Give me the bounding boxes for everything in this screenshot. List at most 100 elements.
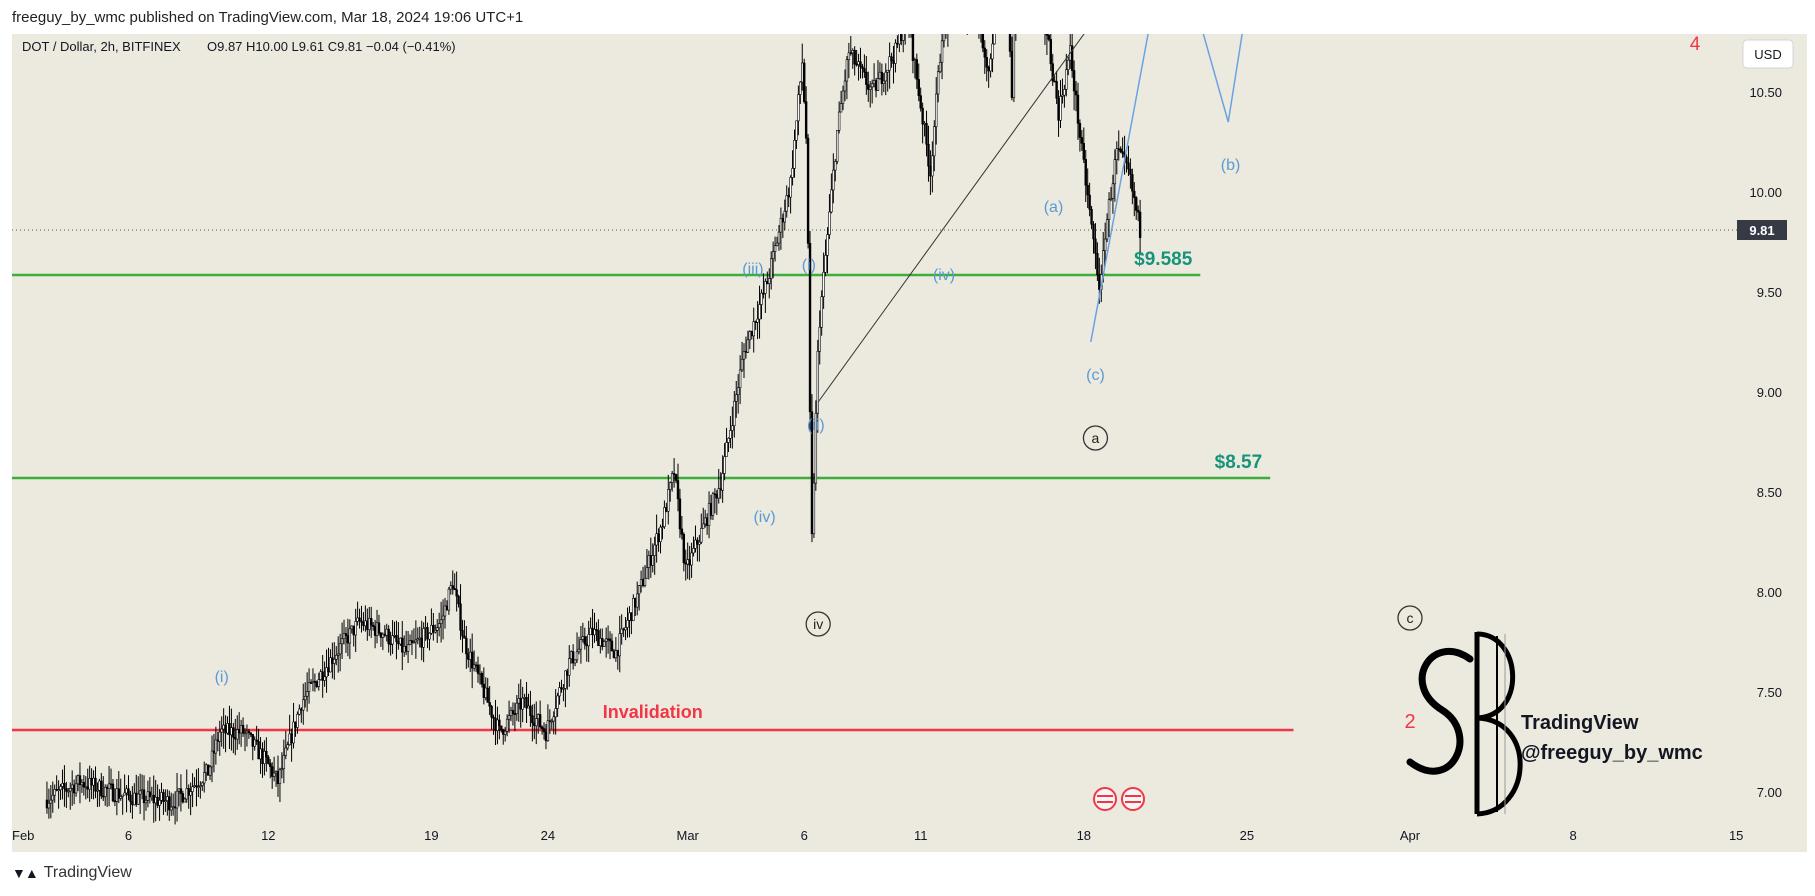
candle-body: [985, 57, 988, 68]
candle-body: [624, 627, 627, 631]
candle-body: [1092, 223, 1095, 240]
candle-body: [768, 278, 771, 284]
candle-body: [1049, 39, 1052, 65]
candle-body: [515, 702, 519, 714]
candle-body: [832, 169, 835, 191]
candle-body: [224, 724, 227, 734]
candle-body: [911, 34, 915, 61]
candle-body: [311, 680, 315, 683]
candle-body: [925, 123, 928, 145]
candle-body: [100, 780, 103, 797]
candle-body: [991, 43, 994, 60]
candle-body: [135, 792, 138, 805]
symbol-info[interactable]: DOT / Dollar, 2h, BITFINEX: [22, 39, 181, 54]
candle-body: [636, 593, 639, 608]
candle-body: [1098, 274, 1101, 290]
candle-body: [397, 641, 400, 645]
candle-body: [457, 595, 460, 605]
footer-brand[interactable]: ▼▲ TradingView: [12, 864, 132, 882]
candle-body: [1119, 148, 1122, 152]
candle-body: [703, 517, 707, 525]
candle-body: [142, 789, 146, 804]
candle-body: [589, 627, 592, 635]
x-axis-tick-label: 8: [1569, 828, 1576, 843]
candle-body: [230, 727, 233, 736]
candle-body: [381, 633, 385, 638]
trend-line[interactable]: [817, 34, 1107, 403]
candle-body: [849, 52, 853, 55]
candle-body: [344, 633, 348, 636]
candle-body: [595, 629, 598, 631]
candle-body: [470, 651, 474, 669]
projection-path[interactable]: [1090, 34, 1277, 343]
candle-body: [146, 791, 150, 801]
current-price-label: 9.81: [1749, 223, 1774, 238]
candle-body: [793, 139, 796, 169]
us-flag-icon[interactable]: [1121, 787, 1145, 811]
candle-body: [263, 751, 266, 764]
price-chart[interactable]: 100.00% (12.82)61.80% (11.00)138.00% (12…: [12, 34, 1807, 852]
candle-body: [269, 763, 272, 767]
candle-body: [736, 387, 740, 395]
candle-body: [296, 713, 299, 728]
candle-body: [133, 792, 136, 806]
candle-body: [127, 788, 130, 796]
candle-body: [886, 69, 889, 73]
wave-count-label: 4: [1690, 34, 1701, 55]
chart-area[interactable]: 100.00% (12.82)61.80% (11.00)138.00% (12…: [12, 34, 1807, 852]
candle-body: [391, 635, 394, 645]
candle-body: [265, 751, 268, 758]
y-axis-tick-label: 7.50: [1757, 685, 1782, 700]
candle-body: [1084, 159, 1087, 186]
candle-body: [735, 394, 738, 402]
candle-body: [1133, 190, 1136, 198]
candle-body: [527, 705, 530, 709]
candle-body: [740, 358, 744, 371]
candle-body: [593, 629, 596, 636]
candle-body: [1070, 45, 1074, 71]
candle-body: [418, 637, 421, 640]
candle-body: [319, 671, 322, 680]
candle-body: [610, 640, 614, 652]
currency-button[interactable]: USD: [1742, 39, 1794, 69]
candle-body: [919, 95, 922, 109]
candle-body: [789, 177, 792, 198]
candle-body: [232, 727, 235, 738]
candle-body: [682, 533, 686, 564]
candle-body: [902, 34, 905, 41]
candle-body: [356, 617, 359, 622]
candle-body: [632, 598, 635, 622]
candle-body: [364, 620, 367, 627]
candle-body: [721, 473, 724, 491]
candle-body: [245, 730, 249, 734]
candle-body: [834, 161, 837, 171]
candle-body: [830, 189, 833, 213]
event-flags[interactable]: [1093, 787, 1145, 811]
candle-body: [88, 778, 91, 790]
candle-body: [878, 71, 882, 79]
candle-body: [214, 739, 218, 754]
candle-body: [201, 782, 204, 786]
candle-body: [630, 612, 633, 622]
watermark-line2: @freeguy_by_wmc: [1521, 742, 1703, 764]
candle-body: [556, 695, 559, 709]
candle-body: [459, 603, 462, 631]
us-flag-icon[interactable]: [1093, 787, 1117, 811]
candle-body: [234, 736, 237, 740]
candle-body: [395, 635, 398, 642]
candle-body: [771, 251, 775, 260]
candle-body: [694, 539, 697, 549]
candle-body: [117, 788, 120, 799]
candle-body: [461, 630, 464, 637]
candle-body: [571, 651, 575, 664]
x-axis-tick-label: Mar: [677, 828, 700, 843]
candle-body: [651, 555, 654, 566]
candle-body: [203, 772, 206, 784]
candle-body: [857, 61, 860, 65]
candle-body: [669, 482, 672, 490]
candle-body: [1105, 219, 1109, 240]
candle-body: [614, 650, 618, 659]
candle-body: [158, 799, 161, 806]
candle-body: [498, 719, 501, 727]
candle-body: [1082, 143, 1086, 160]
